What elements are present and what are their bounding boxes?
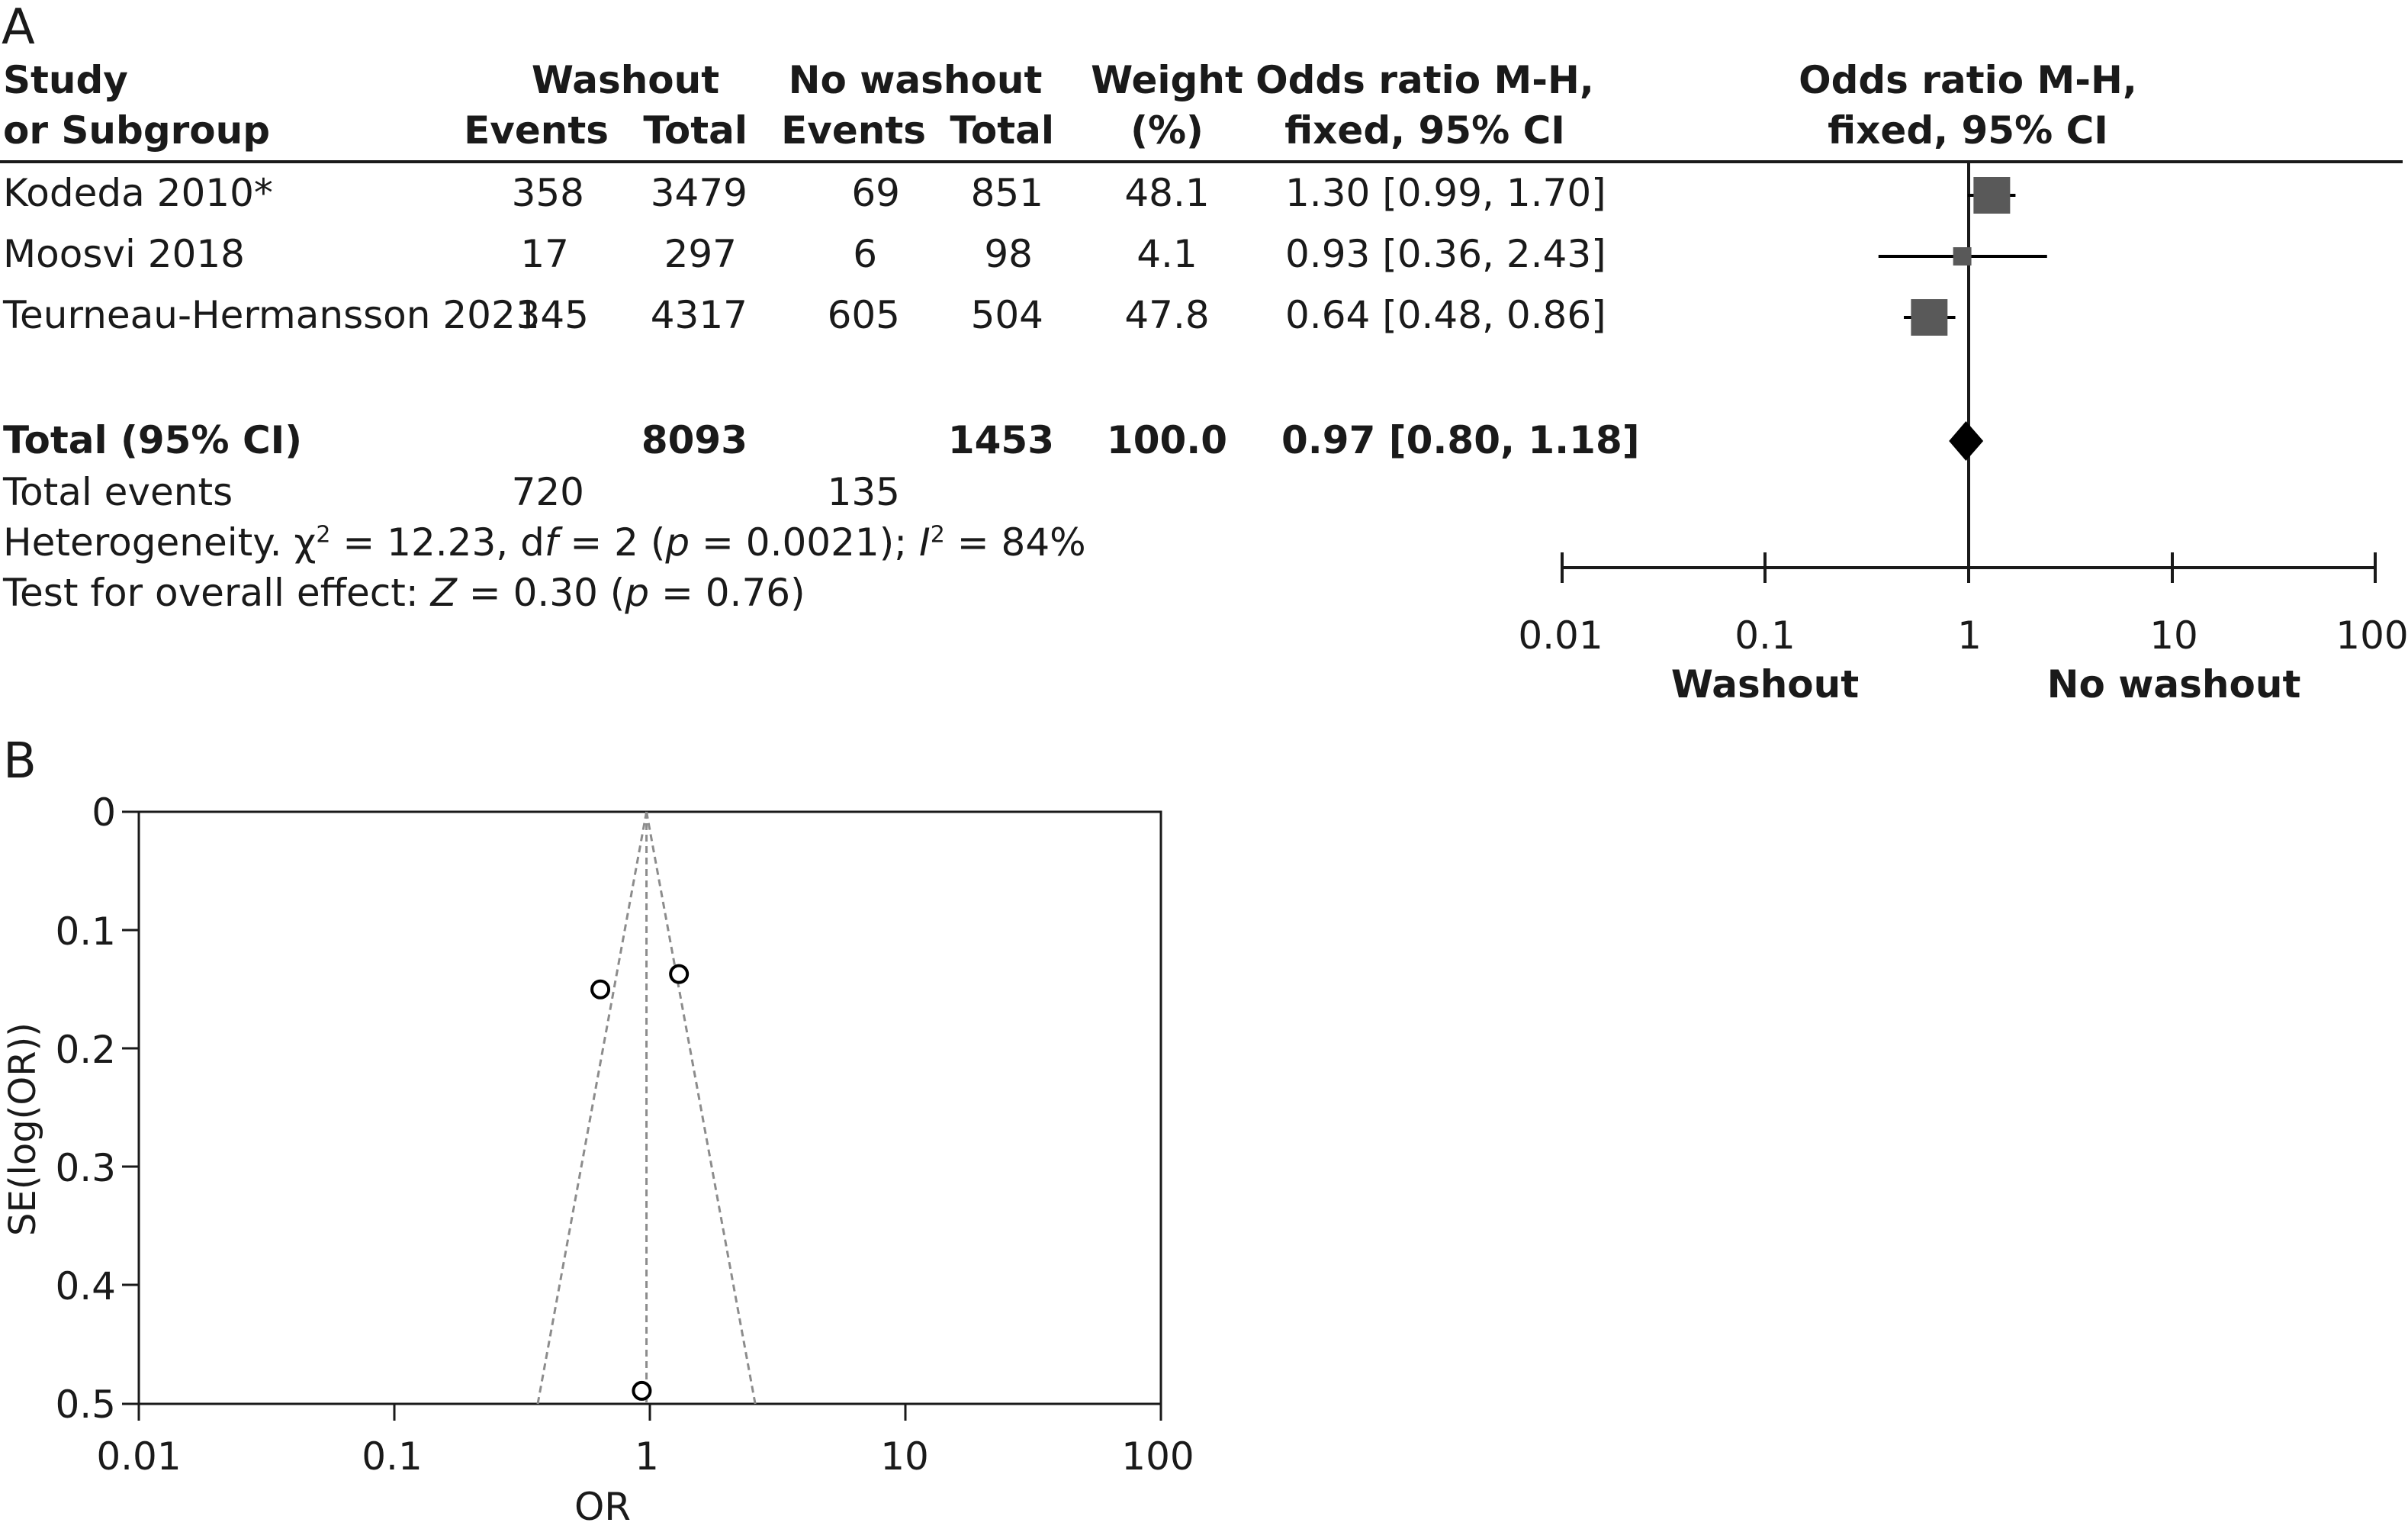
panel-b-label: B	[3, 733, 37, 790]
header-washout-total: Total	[643, 108, 747, 153]
header-or: Odds ratio M-H,	[1255, 58, 1594, 102]
no-washout-events: 69	[851, 171, 900, 215]
funnel-study-point	[632, 1380, 652, 1401]
header-weight-unit: (%)	[1130, 108, 1204, 153]
funnel-right-limit	[645, 811, 757, 1405]
funnel-y-tick-label: 0.5	[55, 1383, 116, 1427]
header-study: Study	[3, 58, 128, 102]
forest-point-square	[1973, 177, 2011, 214]
no-washout-events: 605	[827, 293, 900, 337]
washout-events: 345	[516, 293, 589, 337]
funnel-study-point	[669, 964, 690, 984]
or-value: 0.64 [0.48, 0.86]	[1285, 293, 1606, 337]
forest-point-square	[1953, 247, 1972, 266]
no-washout-total: 504	[970, 293, 1043, 337]
total-no-washout: 1453	[947, 418, 1054, 462]
funnel-left-limit	[536, 811, 648, 1405]
favours-no-washout-label: No washout	[2046, 662, 2301, 707]
no-washout-total: 98	[984, 232, 1033, 276]
funnel-x-tick-label: 100	[1121, 1434, 1194, 1479]
weight-value: 48.1	[1124, 171, 1210, 215]
study-name: Teurneau-Hermansson 2021	[3, 293, 540, 337]
header-washout-events: Events	[464, 108, 609, 153]
study-name: Moosvi 2018	[3, 232, 245, 276]
study-name: Kodeda 2010*	[3, 171, 273, 215]
header-weight: Weight	[1091, 58, 1243, 102]
washout-total: 3479	[650, 171, 747, 215]
washout-events: 358	[511, 171, 584, 215]
funnel-y-tick-label: 0	[92, 790, 116, 835]
header-plot-ci: fixed, 95% CI	[1828, 108, 2108, 153]
funnel-plot-frame	[137, 810, 1162, 1405]
forest-pooled-diamond	[1949, 421, 1984, 461]
or-value: 0.93 [0.36, 2.43]	[1285, 232, 1606, 276]
overall-effect-text: Test for overall effect: Z = 0.30 (p = 0…	[3, 571, 805, 615]
funnel-y-tick-label: 0.4	[55, 1264, 116, 1309]
total-weight: 100.0	[1106, 418, 1228, 462]
total-washout: 8093	[641, 418, 747, 462]
forest-tick-label: 1	[1957, 613, 1982, 658]
funnel-x-tick-label: 0.1	[362, 1434, 423, 1479]
header-no-washout-total: Total	[950, 108, 1054, 153]
weight-value: 47.8	[1124, 293, 1210, 337]
total-events-washout: 720	[511, 470, 584, 514]
washout-total: 4317	[650, 293, 747, 337]
weight-value: 4.1	[1136, 232, 1198, 276]
header-subgroup: or Subgroup	[3, 108, 270, 153]
forest-tick-label: 100	[2336, 613, 2408, 658]
funnel-x-tick-label: 10	[880, 1434, 929, 1479]
forest-point-square	[1911, 299, 1948, 336]
no-washout-total: 851	[970, 171, 1043, 215]
forest-tick-label: 0.1	[1734, 613, 1796, 658]
funnel-y-tick-label: 0.1	[55, 909, 116, 954]
funnel-x-tick-label: 0.01	[96, 1434, 182, 1479]
funnel-x-axis-label: OR	[574, 1485, 632, 1529]
favours-washout-label: Washout	[1670, 662, 1860, 707]
forest-tick-label: 10	[2149, 613, 2198, 658]
funnel-y-tick-label: 0.2	[55, 1028, 116, 1072]
total-events-no-washout: 135	[827, 470, 900, 514]
forest-tick-label: 0.01	[1518, 613, 1603, 658]
header-or-ci: fixed, 95% CI	[1284, 108, 1565, 153]
no-washout-events: 6	[853, 232, 877, 276]
washout-events: 17	[520, 232, 569, 276]
header-no-washout: No washout	[788, 58, 1043, 102]
header-washout: Washout	[531, 58, 720, 102]
funnel-x-tick-label: 1	[635, 1434, 659, 1479]
washout-total: 297	[664, 232, 737, 276]
funnel-study-point	[590, 979, 611, 999]
heterogeneity-text: Heterogeneity. χ2 = 12.23, df = 2 (p = 0…	[3, 520, 1086, 565]
header-no-washout-events: Events	[781, 108, 926, 153]
total-label: Total (95% CI)	[3, 418, 303, 462]
total-or: 0.97 [0.80, 1.18]	[1281, 418, 1640, 462]
funnel-y-tick-label: 0.3	[55, 1146, 116, 1190]
total-events-label: Total events	[3, 470, 233, 514]
header-plot: Odds ratio M-H,	[1799, 58, 2137, 102]
panel-a-label: A	[2, 0, 35, 56]
or-value: 1.30 [0.99, 1.70]	[1285, 171, 1606, 215]
